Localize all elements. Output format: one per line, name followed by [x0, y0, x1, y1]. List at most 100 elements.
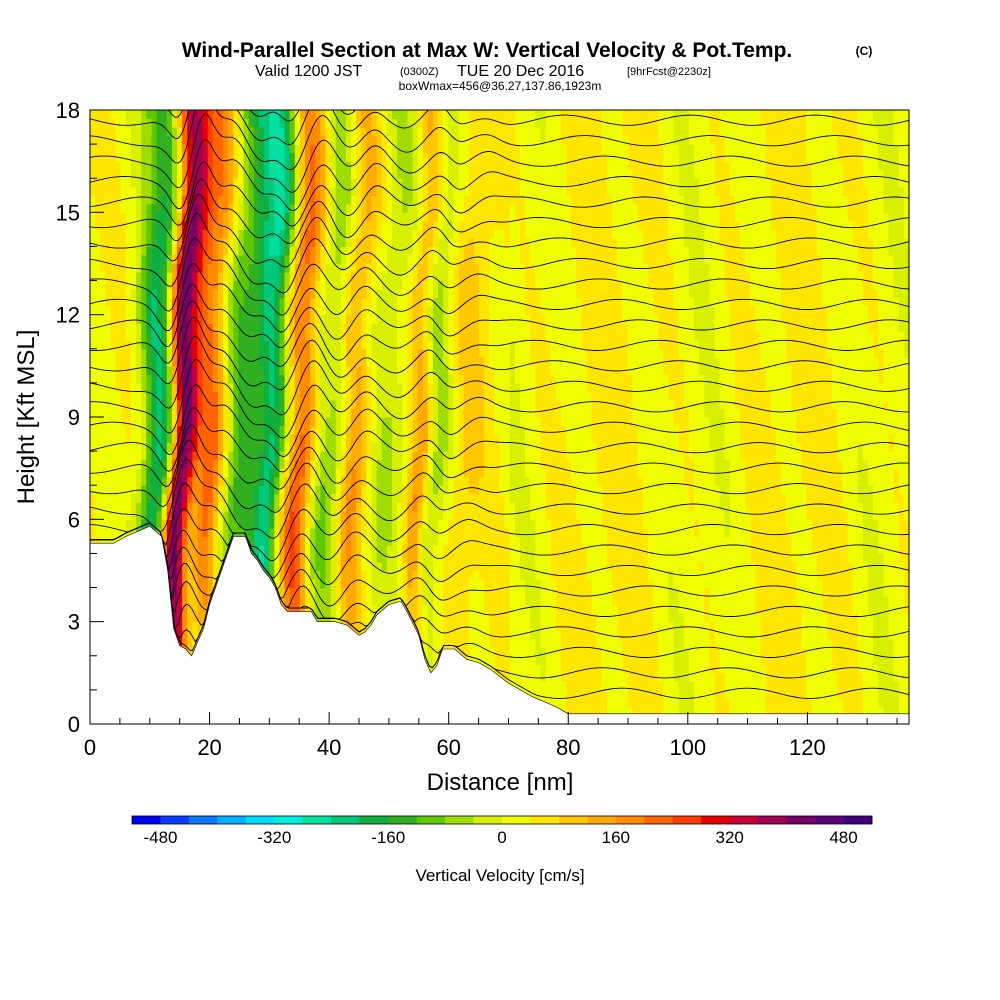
velocity-cell	[714, 689, 721, 699]
velocity-cell	[688, 502, 695, 512]
velocity-cell	[658, 570, 664, 580]
velocity-cell	[443, 562, 449, 572]
velocity-cell	[586, 689, 593, 699]
velocity-cell	[827, 698, 833, 708]
velocity-cell	[340, 493, 347, 503]
velocity-cell	[499, 459, 506, 469]
velocity-cell	[617, 536, 623, 546]
velocity-cell	[770, 698, 777, 708]
velocity-cell	[903, 647, 909, 657]
velocity-cell	[310, 510, 316, 520]
velocity-cell	[560, 596, 567, 606]
velocity-cell	[796, 485, 803, 495]
velocity-cell	[745, 527, 751, 537]
velocity-cell	[591, 562, 598, 572]
velocity-cell	[873, 630, 879, 640]
velocity-cell	[862, 604, 869, 614]
velocity-cell	[443, 485, 449, 495]
velocity-cell	[289, 536, 296, 546]
velocity-cell	[499, 604, 506, 614]
velocity-cell	[335, 493, 342, 503]
velocity-cell	[647, 459, 654, 469]
velocity-cell	[473, 510, 480, 520]
velocity-cell	[642, 570, 649, 580]
velocity-cell	[591, 706, 598, 716]
velocity-cell	[509, 553, 516, 563]
velocity-cell	[617, 570, 623, 580]
velocity-cell	[120, 510, 127, 520]
velocity-cell	[653, 698, 659, 708]
velocity-cell	[197, 493, 204, 503]
velocity-cell	[647, 664, 654, 674]
velocity-cell	[448, 621, 454, 631]
velocity-cell	[545, 502, 552, 512]
velocity-cell	[596, 510, 603, 520]
velocity-cell	[888, 621, 895, 631]
velocity-cell	[724, 536, 731, 546]
velocity-cell	[745, 706, 751, 716]
velocity-cell	[412, 553, 419, 563]
velocity-cell	[699, 630, 705, 640]
velocity-cell	[90, 502, 96, 512]
velocity-cell	[873, 502, 879, 512]
velocity-cell	[433, 655, 439, 665]
velocity-cell	[735, 638, 741, 648]
velocity-cell	[704, 655, 710, 665]
velocity-cell	[335, 579, 342, 589]
velocity-cell	[253, 527, 260, 537]
velocity-cell	[407, 468, 414, 478]
velocity-cell	[356, 544, 362, 554]
velocity-cell	[330, 587, 337, 597]
velocity-cell	[566, 706, 572, 716]
velocity-cell	[837, 604, 843, 614]
velocity-cell	[530, 681, 536, 691]
velocity-cell	[294, 596, 301, 606]
velocity-cell	[719, 536, 726, 546]
velocity-cell	[750, 681, 756, 691]
velocity-cell	[581, 493, 588, 503]
velocity-cell	[888, 638, 895, 648]
velocity-cell	[177, 544, 183, 554]
velocity-cell	[852, 621, 859, 631]
velocity-cell	[806, 638, 813, 648]
velocity-cell	[555, 527, 562, 537]
velocity-cell	[729, 544, 736, 554]
velocity-cell	[463, 587, 470, 597]
velocity-cell	[898, 698, 905, 708]
velocity-cell	[658, 647, 664, 657]
velocity-cell	[550, 604, 557, 614]
velocity-cell	[458, 553, 465, 563]
velocity-cell	[683, 562, 690, 572]
velocity-cell	[320, 476, 326, 486]
velocity-cell	[463, 476, 470, 486]
velocity-cell	[745, 459, 751, 469]
velocity-cell	[852, 579, 859, 589]
velocity-cell	[591, 689, 598, 699]
velocity-cell	[760, 681, 767, 691]
velocity-cell	[842, 527, 849, 537]
velocity-cell	[166, 468, 173, 478]
velocity-cell	[888, 476, 895, 486]
velocity-cell	[315, 519, 321, 529]
velocity-cell	[356, 536, 362, 546]
velocity-cell	[827, 485, 833, 495]
velocity-cell	[760, 706, 767, 716]
velocity-cell	[535, 570, 541, 580]
velocity-cell	[601, 587, 608, 597]
velocity-cell	[745, 638, 751, 648]
velocity-cell	[724, 604, 731, 614]
velocity-cell	[402, 579, 408, 589]
velocity-cell	[90, 527, 96, 537]
velocity-cell	[750, 587, 756, 597]
velocity-cell	[530, 468, 536, 478]
velocity-cell	[683, 493, 690, 503]
velocity-cell	[622, 587, 629, 597]
velocity-cell	[356, 621, 362, 631]
velocity-cell	[581, 698, 588, 708]
velocity-cell	[729, 689, 736, 699]
velocity-cell	[499, 664, 506, 674]
velocity-cell	[555, 536, 562, 546]
velocity-cell	[581, 681, 588, 691]
velocity-cell	[750, 459, 756, 469]
velocity-cell	[888, 579, 895, 589]
